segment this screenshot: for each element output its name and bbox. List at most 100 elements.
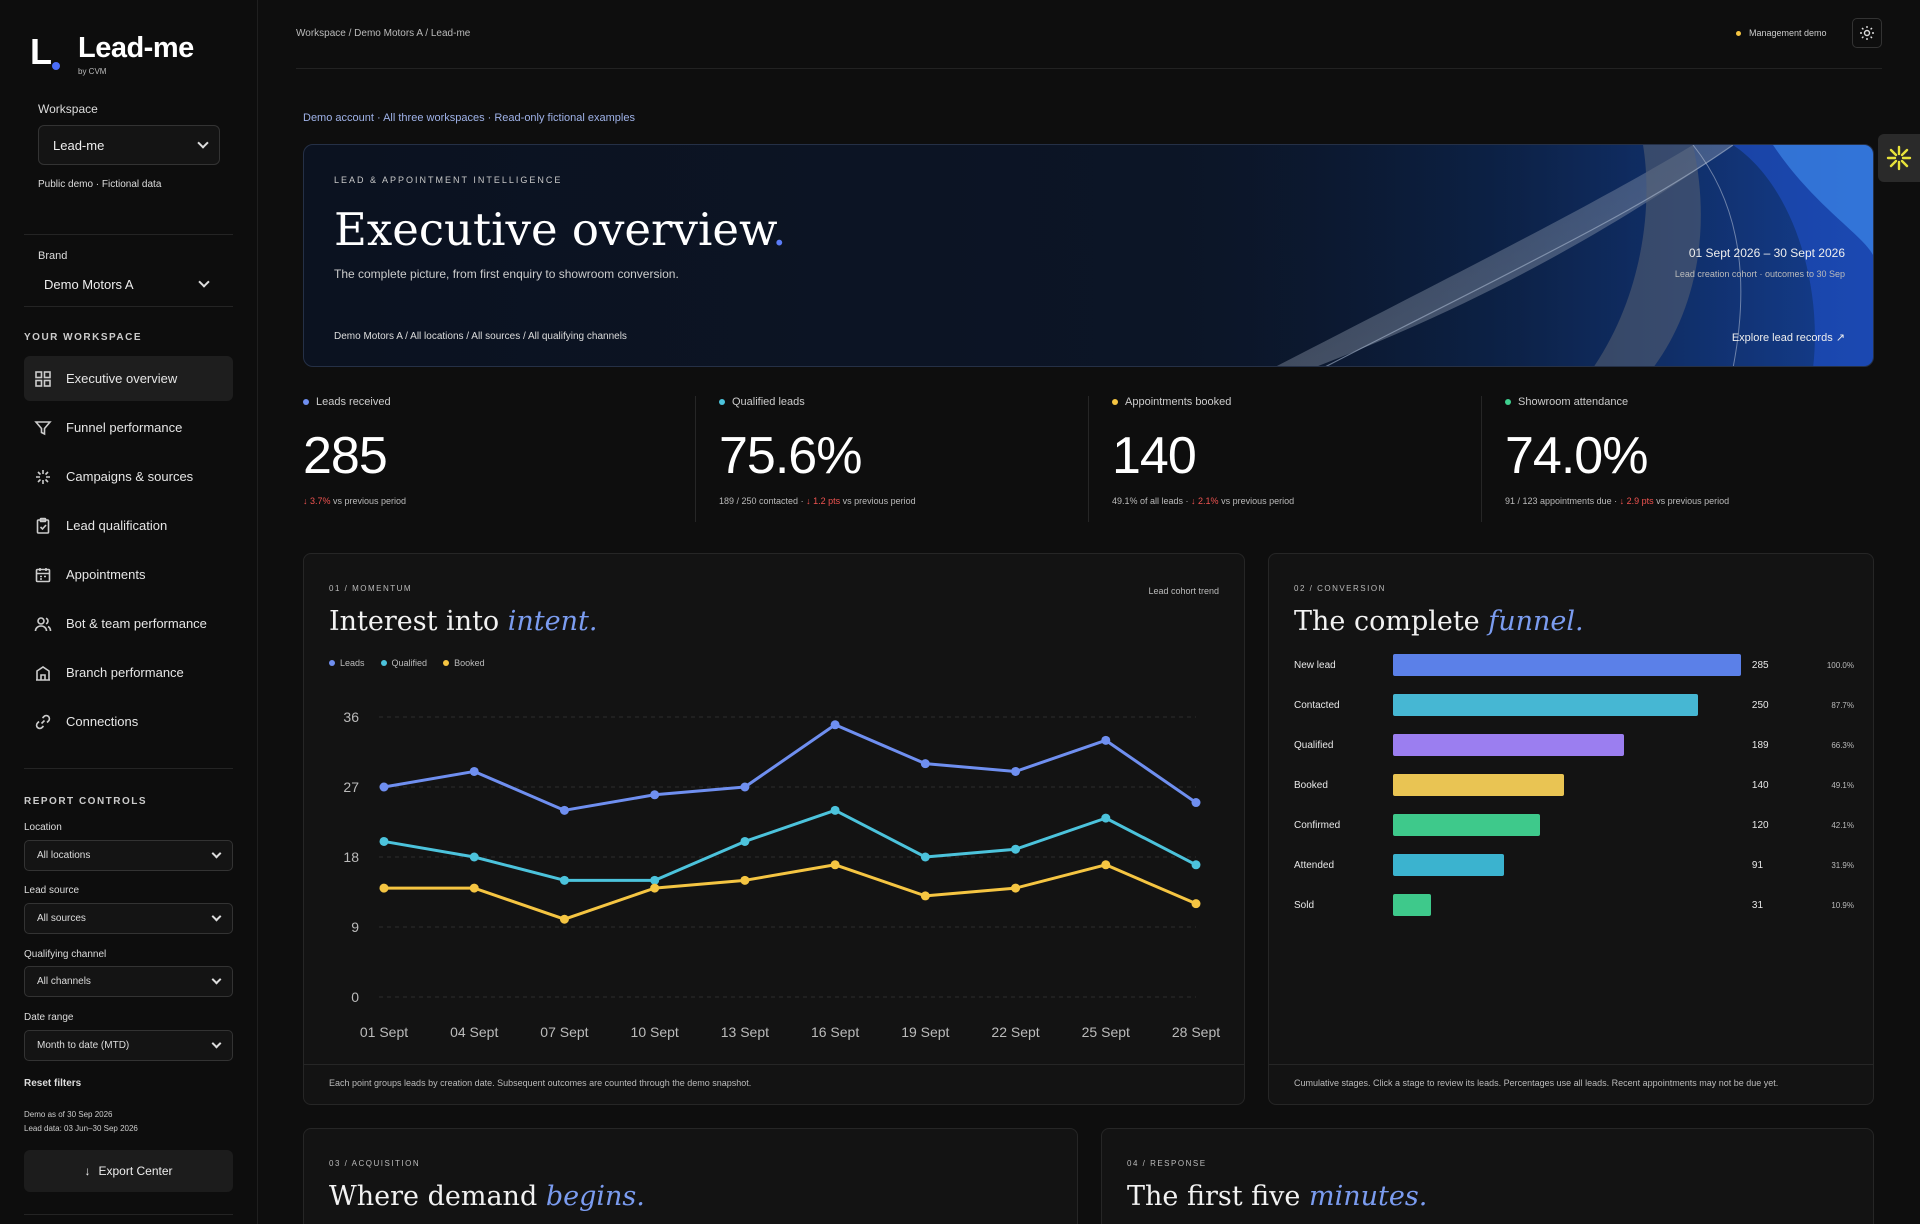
workspace-select[interactable]: Lead-me (38, 125, 220, 165)
funnel-stage-qualified[interactable]: Qualified 189 66.3% (1294, 733, 1854, 757)
clipboard-icon (36, 517, 50, 534)
funnel-stage-label: Confirmed (1294, 819, 1341, 831)
response-card: 04 / RESPONSE The first five minutes. (1101, 1128, 1874, 1224)
hero-banner: LEAD & APPOINTMENT INTELLIGENCE Executiv… (303, 144, 1874, 367)
acquisition-card: 03 / ACQUISITION Where demand begins. (303, 1128, 1078, 1224)
explore-lead-records-link[interactable]: Explore lead records ↗ (1731, 332, 1845, 344)
legend-item-booked[interactable]: Booked (443, 658, 485, 668)
export-center-button[interactable]: ↓ Export Center (24, 1150, 233, 1192)
funnel-stage-label: Contacted (1294, 699, 1340, 711)
kpi-value: 285 (303, 427, 388, 485)
chevron-down-icon (197, 137, 209, 149)
funnel-bar[interactable] (1393, 814, 1540, 836)
logo-mark: L (30, 34, 60, 70)
qualifying-channel-select[interactable]: All channels (24, 966, 233, 997)
assistant-tab-button[interactable] (1878, 134, 1920, 182)
nav-bot-team-performance[interactable]: Bot & team performance (24, 601, 233, 646)
kpi-value: 74.0% (1505, 427, 1648, 485)
data-point (650, 875, 660, 885)
x-tick-label: 10 Sept (631, 1024, 679, 1040)
funnel-count: 250 (1751, 699, 1769, 711)
card-title: The first five minutes. (1127, 1181, 1428, 1212)
data-point (1191, 860, 1201, 870)
location-select[interactable]: All locations (24, 840, 233, 871)
kpi-showroom-attendance[interactable]: Showroom attendance 74.0% 91 / 123 appoi… (1505, 396, 1895, 521)
date-range-label: Date range (24, 1012, 74, 1023)
card-title: The complete funnel. (1294, 606, 1584, 637)
nav-connections[interactable]: Connections (24, 699, 233, 744)
lead-source-select[interactable]: All sources (24, 903, 233, 934)
funnel-stage-sold[interactable]: Sold 31 10.9% (1294, 893, 1854, 917)
sparkle-icon (1886, 145, 1912, 171)
brand-label: Brand (38, 250, 68, 262)
funnel-count: 140 (1751, 779, 1769, 791)
page-title: Executive overview. (334, 203, 787, 256)
funnel-stage-contacted[interactable]: Contacted 250 87.7% (1294, 693, 1854, 717)
status-dot-icon (1736, 30, 1741, 36)
nav-campaigns-sources[interactable]: Campaigns & sources (24, 454, 233, 499)
funnel-percent: 66.3% (1831, 740, 1854, 750)
y-tick-label: 27 (343, 779, 359, 795)
nav-branch-performance[interactable]: Branch performance (24, 650, 233, 695)
app-name: Lead-me (78, 32, 194, 64)
card-kicker: 03 / ACQUISITION (329, 1159, 421, 1168)
date-range-select[interactable]: Month to date (MTD) (24, 1030, 233, 1061)
kpi-leads-received[interactable]: Leads received 285 ↓ 3.7% vs previous pe… (303, 396, 693, 521)
data-point (559, 914, 569, 924)
download-icon: ↓ (84, 1164, 91, 1178)
nav-lead-qualification[interactable]: Lead qualification (24, 503, 233, 548)
funnel-bar[interactable] (1393, 654, 1742, 676)
funnel-bar[interactable] (1393, 854, 1505, 876)
card-footnote: Cumulative stages. Click a stage to revi… (1294, 1078, 1779, 1088)
funnel-percent: 42.1% (1831, 820, 1854, 830)
report-controls-title: REPORT CONTROLS (24, 796, 148, 807)
data-point (379, 782, 389, 792)
hero-abstract-art (1173, 145, 1873, 366)
date-range-note: Lead creation cohort · outcomes to 30 Se… (1674, 269, 1845, 279)
funnel-stage-confirmed[interactable]: Confirmed 120 42.1% (1294, 813, 1854, 837)
theme-toggle-button[interactable] (1852, 18, 1882, 48)
qualifying-channel-label: Qualifying channel (24, 949, 107, 960)
chevron-down-icon (211, 1038, 222, 1049)
x-tick-label: 19 Sept (901, 1024, 949, 1040)
funnel-stage-label: Qualified (1294, 739, 1334, 751)
logo[interactable]: L Lead-me by CVM (30, 32, 194, 77)
hero-kicker: LEAD & APPOINTMENT INTELLIGENCE (334, 175, 563, 185)
reset-filters-link[interactable]: Reset filters (24, 1078, 82, 1089)
data-point (920, 891, 930, 901)
funnel-percent: 100.0% (1826, 660, 1854, 670)
nav-executive-overview[interactable]: Executive overview (24, 356, 233, 401)
funnel-bar[interactable] (1393, 734, 1624, 756)
series-line-leads (383, 723, 1197, 812)
link-icon (35, 714, 51, 729)
active-filters: Demo Motors A / All locations / All sour… (334, 331, 627, 342)
location-label: Location (24, 822, 62, 833)
lead-data-range: Lead data: 03 Jun–30 Sep 2026 (24, 1124, 138, 1133)
funnel-bar[interactable] (1393, 694, 1699, 716)
demo-as-of: Demo as of 30 Sep 2026 (24, 1110, 113, 1119)
brand-select[interactable]: Demo Motors A (30, 270, 220, 298)
app-byline: by CVM (78, 67, 107, 76)
chart-legend: Leads Qualified Booked (329, 658, 501, 668)
hero-subtitle: The complete picture, from first enquiry… (334, 267, 679, 281)
funnel-stage-attended[interactable]: Attended 91 31.9% (1294, 853, 1854, 877)
funnel-count: 31 (1751, 899, 1764, 911)
funnel-count: 120 (1751, 819, 1769, 831)
x-tick-label: 01 Sept (360, 1024, 408, 1040)
nav-appointments[interactable]: Appointments (24, 552, 233, 597)
kpi-appointments-booked[interactable]: Appointments booked 140 49.1% of all lea… (1112, 396, 1502, 521)
card-title: Interest into intent. (329, 606, 598, 637)
building-icon (36, 665, 50, 681)
kpi-qualified-leads[interactable]: Qualified leads 75.6% 189 / 250 contacte… (719, 396, 1109, 521)
data-point (650, 883, 660, 893)
data-point (740, 875, 750, 885)
kpi-value: 140 (1112, 427, 1197, 485)
data-point (559, 805, 569, 815)
funnel-stage-booked[interactable]: Booked 140 49.1% (1294, 773, 1854, 797)
funnel-stage-new-lead[interactable]: New lead 285 100.0% (1294, 653, 1854, 677)
legend-item-qualified[interactable]: Qualified (380, 658, 427, 668)
funnel-bar[interactable] (1393, 894, 1431, 916)
legend-item-leads[interactable]: Leads (329, 658, 365, 668)
nav-funnel-performance[interactable]: Funnel performance (24, 405, 233, 450)
funnel-bar[interactable] (1393, 774, 1565, 796)
